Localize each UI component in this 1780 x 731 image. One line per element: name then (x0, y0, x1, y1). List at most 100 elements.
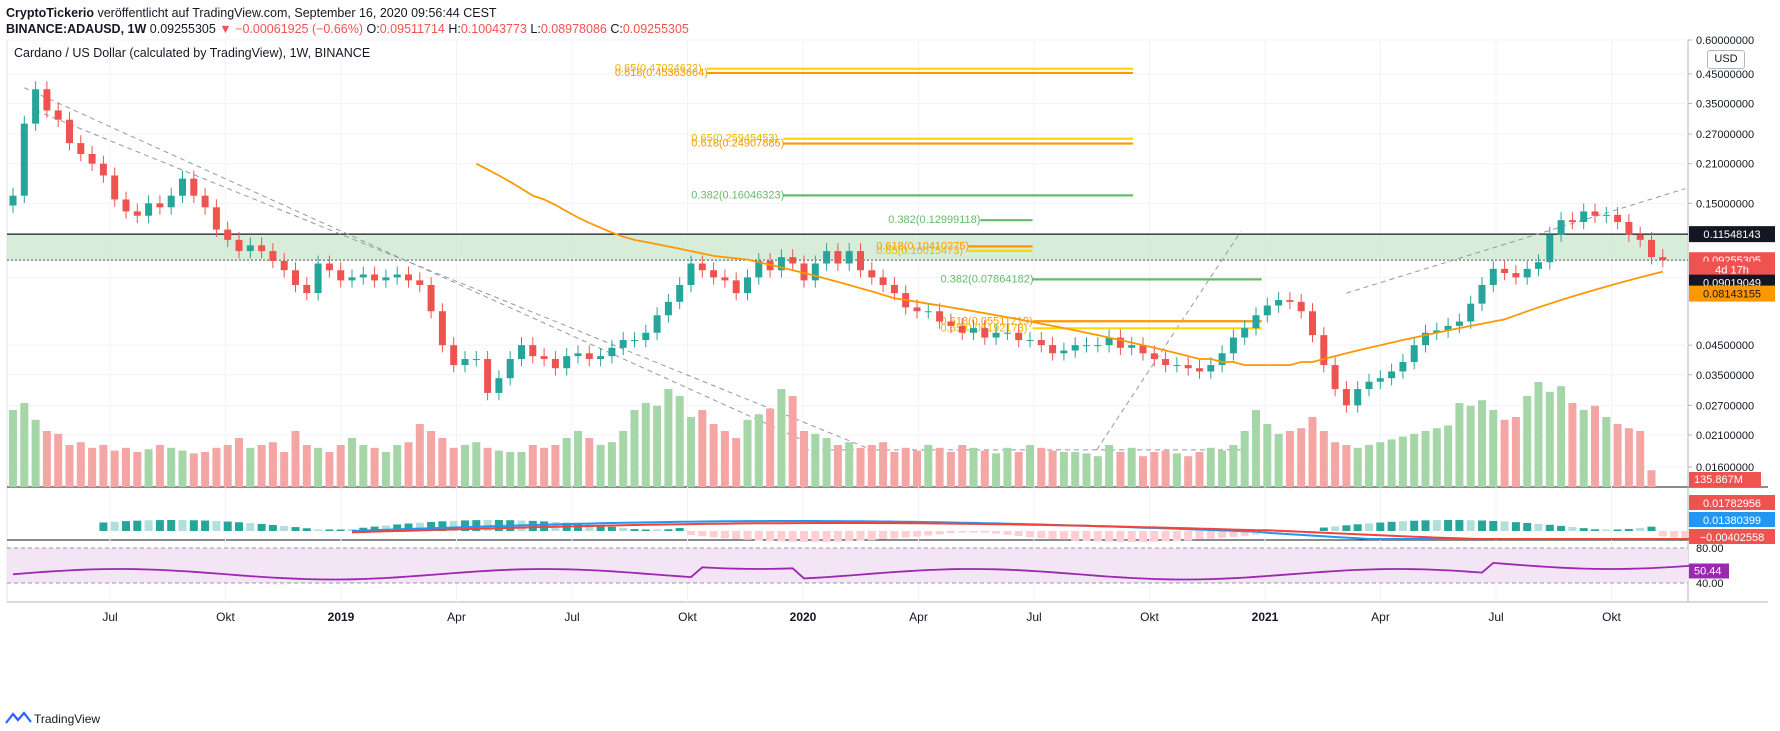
y-tick-label: 0.27000000 (1696, 129, 1754, 141)
currency-button[interactable]: USD (1707, 50, 1745, 69)
macd-histogram-bar (336, 529, 345, 531)
macd-histogram-bar (901, 531, 910, 538)
candle (145, 203, 153, 216)
macd-histogram-bar (133, 520, 142, 531)
candle (20, 123, 28, 196)
macd-histogram-bar (1331, 526, 1340, 531)
candle (156, 203, 164, 208)
volume-bar (9, 410, 17, 487)
macd-value-label: 0.01380399 (1703, 515, 1761, 527)
candle (890, 284, 898, 294)
macd-histogram-bar (1150, 531, 1159, 542)
macd-histogram-bar (935, 531, 944, 535)
candle (224, 229, 232, 240)
macd-histogram-bar (833, 531, 842, 542)
tradingview-logo-icon (5, 711, 32, 724)
macd-histogram-bar (1342, 525, 1351, 531)
volume-bar (664, 389, 673, 487)
x-tick-label: Apr (1371, 610, 1390, 624)
macd-histogram-bar (574, 523, 582, 531)
volume-bar (1410, 433, 1419, 487)
volume-bar (348, 438, 356, 487)
macd-histogram-bar (1274, 531, 1283, 533)
volume-bar (42, 431, 51, 487)
volume-bar (1365, 445, 1373, 487)
volume-bar (246, 447, 255, 487)
candle (1399, 362, 1407, 372)
macd-histogram-bar (1534, 523, 1543, 531)
candle (1150, 353, 1158, 360)
candle (77, 143, 85, 154)
candle (1365, 381, 1373, 390)
macd-histogram-bar (1116, 531, 1125, 542)
y-tick-label: 0.02100000 (1696, 430, 1754, 442)
x-tick-label: Okt (216, 610, 235, 624)
macd-histogram-bar (1184, 531, 1193, 541)
volume-bar (653, 405, 662, 487)
candle (1173, 365, 1181, 367)
macd-histogram-bar (359, 527, 368, 531)
candle (179, 178, 186, 196)
volume-bar (1568, 403, 1577, 487)
macd-histogram-bar (607, 526, 616, 531)
macd-histogram-bar (1489, 520, 1498, 531)
volume-bar (99, 445, 108, 487)
candle (1218, 353, 1226, 366)
volume-value-label: 135.867M (1694, 474, 1743, 486)
volume-bar (1252, 410, 1260, 487)
macd-histogram-bar (1026, 531, 1034, 537)
volume-bar (1387, 439, 1396, 487)
rsi-tick-label: 40.00 (1696, 578, 1724, 590)
volume-bar (1172, 453, 1181, 487)
macd-histogram-bar (845, 531, 854, 542)
candle (1241, 328, 1249, 338)
volume-bar (1636, 431, 1645, 487)
macd-histogram-bar (596, 525, 605, 531)
candle (1444, 325, 1452, 331)
macd-histogram-bar (754, 531, 763, 541)
macd-histogram-bar (1252, 531, 1260, 535)
macd-histogram-bar (167, 520, 176, 531)
volume-bar (1240, 431, 1249, 487)
candle (811, 263, 819, 281)
projection-dashed-line (1096, 231, 1242, 451)
publisher-name[interactable]: CryptoTickerio (6, 6, 94, 20)
volume-bar (1376, 442, 1385, 487)
volume-value-badge (1689, 472, 1761, 487)
macd-histogram-bar (415, 522, 424, 531)
fib-level-label: 0.618(0.10410275) (876, 240, 969, 252)
price-axis-badge-label: 0.08143155 (1703, 289, 1761, 301)
macd-histogram-bar (969, 531, 978, 533)
candle (1309, 311, 1316, 336)
macd-histogram-bar (449, 520, 458, 531)
macd-histogram-bar (212, 520, 221, 531)
volume-bar (381, 452, 390, 487)
volume-bar (212, 447, 221, 487)
candle (1410, 345, 1418, 363)
fib-level-label: 0.618(0.24907885) (691, 138, 784, 150)
volume-bar (336, 445, 345, 487)
y-tick-label: 0.35000000 (1696, 98, 1754, 110)
volume-bar (1285, 431, 1294, 487)
candle (1636, 234, 1644, 240)
macd-histogram-bar (348, 528, 356, 531)
change-value: −0.00061925 (−0.66%) (235, 22, 364, 36)
volume-bar (1150, 452, 1159, 487)
macd-histogram-bar (1478, 520, 1486, 531)
candle (1568, 220, 1576, 223)
candle (1602, 214, 1610, 216)
ohlc-close-value: 0.09255305 (622, 22, 689, 36)
macd-histogram-bar (1602, 529, 1611, 531)
candle (1614, 214, 1622, 223)
candle (981, 328, 989, 338)
volume-bar (1398, 436, 1407, 487)
volume-bar (946, 452, 955, 487)
volume-bar (743, 419, 752, 487)
candle (88, 153, 96, 164)
volume-bar (1206, 447, 1215, 487)
candle (405, 274, 412, 281)
ohlc-high-label: H: (448, 22, 461, 36)
footer-brand[interactable]: TradingView (34, 712, 101, 726)
candle (857, 251, 864, 271)
